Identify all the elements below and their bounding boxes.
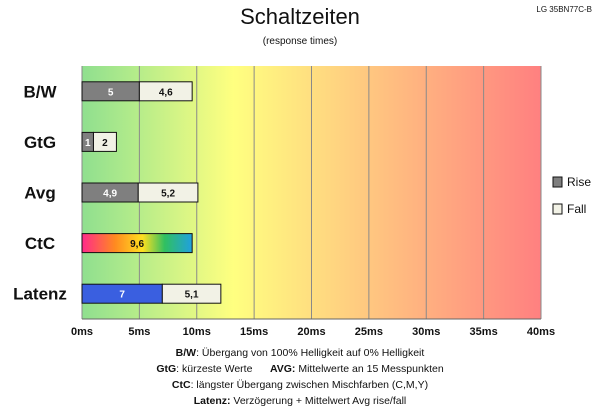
note-ctc: CtC: längster Übergang zwischen Mischfar… <box>0 377 600 393</box>
note-gtg-avg: GtG: kürzeste Werte AVG: Mittelwerte an … <box>0 361 600 377</box>
fall-bar <box>161 283 222 304</box>
note-latenz: Latenz: Verzögerung + Mittelwert Avg ris… <box>0 393 600 409</box>
x-tick-label: 10ms <box>183 326 211 338</box>
note-ctc-key: CtC <box>171 379 191 391</box>
legend-rise-swatch <box>552 176 563 188</box>
category-label: GtG <box>24 133 56 152</box>
x-tick-label: 35ms <box>470 326 498 338</box>
x-tick-label: 40ms <box>527 326 555 338</box>
rise-value-label: 7 <box>119 290 125 301</box>
category-label: B/W <box>23 82 57 101</box>
x-tick-label: 25ms <box>355 326 383 338</box>
response-time-chart: 5 4,6 1 2 4,9 5,2 9,6 7 5,1 B/W GtG Avg CtC Latenz 0… <box>13 66 591 338</box>
note-bw-text: : Übergang von 100% Helligkeit auf 0% He… <box>196 347 425 359</box>
legend-fall-label: Fall <box>567 202 586 216</box>
rise-value-label: 5 <box>108 87 114 98</box>
note-gtg-key: GtG <box>156 363 177 375</box>
category-label: Avg <box>24 184 56 203</box>
legend-fall-swatch <box>552 203 563 215</box>
note-avg-text: Mittelwerte an 15 Messpunkten <box>295 363 444 375</box>
chart-title: Schaltzeiten <box>240 4 360 29</box>
chart-subtitle: (response times) <box>262 36 338 47</box>
rise-value-label: 4,9 <box>103 189 117 200</box>
fall-bar <box>137 182 199 203</box>
category-label: Latenz <box>13 285 67 304</box>
note-bw: B/W: Übergang von 100% Helligkeit auf 0%… <box>0 345 600 361</box>
x-tick-label: 30ms <box>412 326 440 338</box>
note-latenz-key: Latenz: <box>193 395 231 407</box>
note-avg-key: AVG: <box>269 363 296 375</box>
category-label: CtC <box>25 234 55 253</box>
x-tick-label: 0ms <box>71 326 93 338</box>
x-tick-label: 15ms <box>240 326 268 338</box>
rise-value-label: 9,6 <box>130 239 144 250</box>
rise-bar <box>81 233 193 254</box>
note-bw-key: B/W <box>175 347 197 359</box>
fall-value-label: 4,6 <box>159 87 173 98</box>
rise-value-label: 1 <box>85 138 91 149</box>
fall-bar <box>92 131 117 152</box>
note-latenz-text: Verzögerung + Mittelwert Avg rise/fall <box>230 395 407 407</box>
note-ctc-text: : längster Übergang zwischen Mischfarben… <box>190 379 429 391</box>
fall-value-label: 5,2 <box>161 189 175 200</box>
fall-value-label: 2 <box>102 138 108 149</box>
note-gtg-text: : kürzeste Werte <box>176 363 253 375</box>
legend-rise-label: Rise <box>567 175 591 189</box>
model-label: LG 35BN77C-B <box>536 5 592 14</box>
fall-value-label: 5,1 <box>185 290 199 301</box>
notes-block: B/W: Übergang von 100% Helligkeit auf 0%… <box>0 345 600 409</box>
fall-bar <box>138 81 193 102</box>
x-tick-label: 20ms <box>297 326 325 338</box>
x-tick-label: 5ms <box>128 326 150 338</box>
